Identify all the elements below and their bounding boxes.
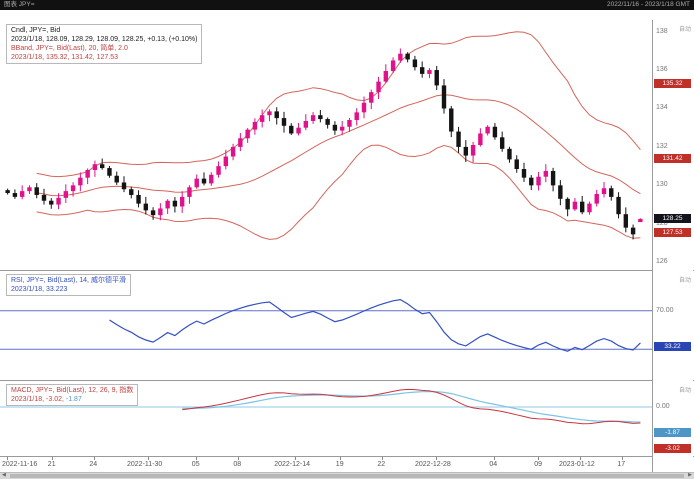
macd-value-marker: -1.87 [654, 428, 691, 438]
time-tick [237, 457, 239, 460]
x-axis-label: 2022-12-14 [274, 461, 310, 468]
panel-separator[interactable] [0, 270, 694, 271]
scroll-right-button[interactable]: ▶ [688, 472, 692, 478]
time-tick [295, 457, 297, 460]
macd-legend-signal-value: -1.87 [65, 396, 82, 403]
time-tick [381, 457, 383, 460]
x-axis-label: 04 [489, 461, 498, 468]
axis-autoscale-label: 自动 [678, 388, 691, 394]
macd-legend-title: MACD, JPY=, Bid(Last), 12, 26, 9, 指数 [11, 387, 134, 394]
chart-area: 2022-11-16 21 24 2022-11-30 05 08 2022-12-14 19… [0, 10, 694, 479]
time-tick [621, 457, 623, 460]
price-tick: 132 [656, 142, 668, 150]
x-axis-label: 22 [377, 461, 386, 468]
x-axis-label: 09 [534, 461, 542, 468]
x-axis-label: 2022-11-30 [127, 461, 163, 468]
window-titlebar[interactable]: 图表 JPY= 2022/11/16 - 2023/1/18 GMT [0, 0, 694, 10]
horizontal-scrollbar[interactable]: ◀ ▶ [0, 472, 694, 479]
price-tick: 138 [656, 27, 668, 35]
x-axis-label: 2022-11-16 [2, 461, 38, 468]
time-tick [538, 457, 540, 460]
bband-value-marker: 127.53 [654, 228, 691, 238]
bband-legend-title: BBand, JPY=, Bid(Last), 20, 简单, 2.0 [11, 45, 128, 52]
price-tick: 136 [656, 66, 668, 74]
macd-legend-values: 2023/1/18, -3.02, -1.87 [11, 395, 133, 404]
bband-legend-values: 2023/1/18, 135.32, 131.42, 127.53 [11, 54, 119, 61]
time-tick [93, 457, 95, 460]
x-axis-label: 24 [89, 461, 98, 468]
candle-legend-title: Cndl, JPY=, Bid [11, 27, 61, 34]
macd-tick: 0.00 [656, 402, 670, 410]
time-tick [580, 457, 581, 460]
x-axis-label: 2022-12-28 [415, 461, 451, 468]
price-tick: 130 [656, 181, 668, 189]
x-axis-label: 2023-01-12 [559, 461, 595, 468]
last-price-marker: 128.25 [654, 214, 691, 224]
bband-value-marker: 135.32 [654, 78, 691, 88]
time-tick [493, 457, 495, 460]
candle-legend-values: 2023/1/18, 128.09, 128.29, 128.09, 128.2… [11, 36, 198, 43]
x-axis-label: 05 [191, 461, 200, 468]
macd-legend-macd-value: -3.02 [46, 396, 62, 403]
macd-legend[interactable]: MACD, JPY=, Bid(Last), 12, 26, 9, 指数 202… [6, 384, 139, 406]
price-axis[interactable]: 自动自动自动13813613413213012812670.0030.000.0… [652, 20, 693, 472]
titlebar-instrument: 图表 JPY= [4, 1, 35, 8]
scrollbar-thumb[interactable] [10, 474, 684, 478]
price-tick: 134 [656, 104, 668, 112]
rsi-value-marker: 33.22 [654, 341, 691, 351]
time-tick [52, 457, 53, 460]
rsi-legend-title: RSI, JPY=, Bid(Last), 14, 威尔德平滑 [11, 277, 126, 284]
rsi-panel[interactable] [0, 272, 652, 378]
axis-autoscale-label: 自动 [678, 278, 691, 284]
x-axis-label: 17 [617, 461, 626, 468]
bband-value-marker: 131.42 [654, 153, 691, 163]
price-tick: 126 [656, 258, 668, 266]
time-tick [196, 457, 197, 460]
axis-autoscale-label: 自动 [678, 27, 691, 33]
titlebar-daterange: 2022/11/16 - 2023/1/18 GMT [607, 1, 690, 8]
time-tick [340, 457, 341, 460]
rsi-legend-values: 2023/1/18, 33.223 [11, 286, 68, 293]
macd-legend-date: 2023/1/18, [11, 396, 47, 403]
macd-value-marker: -3.02 [654, 444, 691, 454]
rsi-tick: 70.00 [656, 306, 674, 314]
macd-panel[interactable] [0, 382, 652, 456]
x-axis-label: 21 [47, 461, 56, 468]
main-price-chart[interactable] [0, 20, 652, 270]
rsi-legend[interactable]: RSI, JPY=, Bid(Last), 14, 威尔德平滑 2023/1/1… [6, 274, 131, 296]
main-legend[interactable]: Cndl, JPY=, Bid 2023/1/18, 128.09, 128.2… [6, 24, 203, 64]
macd-legend-sep: , [62, 396, 66, 403]
time-tick [148, 457, 149, 460]
x-axis-label: 19 [335, 461, 344, 468]
time-axis[interactable]: 2022-11-16 21 24 2022-11-30 05 08 2022-12-14 19… [0, 456, 694, 472]
panel-separator[interactable] [0, 380, 694, 381]
x-axis-label: 08 [233, 461, 242, 468]
scroll-left-button[interactable]: ◀ [2, 472, 6, 478]
time-tick [436, 457, 437, 460]
time-tick [7, 457, 9, 460]
